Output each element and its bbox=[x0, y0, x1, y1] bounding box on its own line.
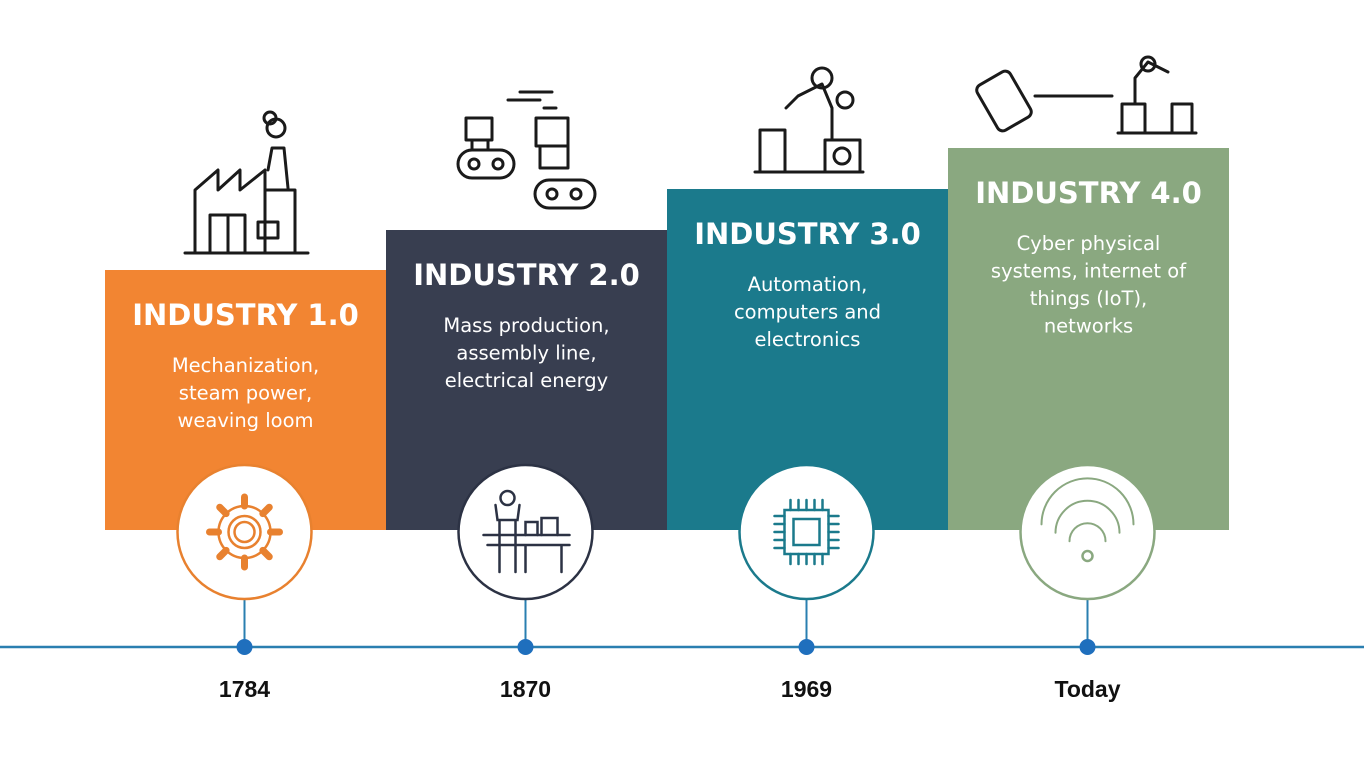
stage-description: systems, internet of bbox=[991, 260, 1187, 283]
wifi-arc bbox=[1054, 499, 1121, 534]
gear-tooth bbox=[259, 546, 273, 561]
stage-description: assembly line, bbox=[456, 342, 596, 365]
timeline-dot bbox=[517, 639, 534, 655]
year-label: 1784 bbox=[219, 676, 270, 702]
chip-pin bbox=[773, 498, 840, 566]
wifi-arc bbox=[1040, 477, 1135, 526]
wifi-arc bbox=[1068, 522, 1107, 543]
stage-icon bbox=[206, 493, 283, 571]
stage-description: things (IoT), bbox=[1030, 287, 1148, 310]
stage-description: Mass production, bbox=[443, 314, 609, 337]
chip-pin bbox=[773, 498, 840, 566]
stage-title: INDUSTRY 3.0 bbox=[694, 217, 921, 251]
timeline-dot bbox=[236, 639, 253, 655]
gear-tooth bbox=[216, 503, 230, 518]
stage-description: Mechanization, bbox=[172, 354, 319, 377]
chip-pin bbox=[773, 498, 840, 566]
icon-circle bbox=[738, 463, 875, 601]
gear-tooth bbox=[216, 546, 230, 561]
worker-head bbox=[499, 489, 516, 507]
wifi-dot bbox=[1081, 549, 1094, 563]
gear-inner bbox=[227, 514, 262, 550]
chip-pin bbox=[773, 498, 840, 566]
icon-circle bbox=[1019, 463, 1156, 601]
smart-factory-icon bbox=[975, 55, 1198, 135]
stage-description: Cyber physical bbox=[1017, 232, 1161, 255]
stage-description: computers and bbox=[734, 301, 881, 324]
stage-description: steam power, bbox=[179, 382, 312, 405]
year-label: 1870 bbox=[500, 676, 551, 702]
stage-icon bbox=[482, 489, 571, 574]
stage-description: Automation, bbox=[748, 273, 868, 296]
year-label: Today bbox=[1054, 676, 1120, 702]
stage-description: networks bbox=[1044, 315, 1133, 338]
stage-description: electronics bbox=[755, 328, 861, 351]
chip-pin bbox=[773, 498, 840, 566]
robot-arm-icon bbox=[753, 66, 865, 174]
stage-description: weaving loom bbox=[177, 409, 313, 432]
factory-icon bbox=[183, 110, 310, 255]
stage-icon bbox=[1040, 477, 1135, 563]
gear-tooth bbox=[259, 503, 273, 518]
timeline-dot bbox=[798, 639, 815, 655]
stage-title: INDUSTRY 1.0 bbox=[132, 298, 359, 332]
conveyor-icon bbox=[456, 90, 597, 210]
gear-core bbox=[233, 520, 256, 544]
chip-core bbox=[792, 517, 821, 547]
stage-icon bbox=[773, 498, 840, 566]
timeline-dot bbox=[1079, 639, 1096, 655]
stage-title: INDUSTRY 2.0 bbox=[413, 258, 640, 292]
stage-description: electrical energy bbox=[445, 369, 608, 392]
stage-title: INDUSTRY 4.0 bbox=[975, 176, 1202, 210]
icon-circle bbox=[176, 463, 313, 601]
year-label: 1969 bbox=[781, 676, 832, 702]
boxes bbox=[524, 516, 559, 537]
